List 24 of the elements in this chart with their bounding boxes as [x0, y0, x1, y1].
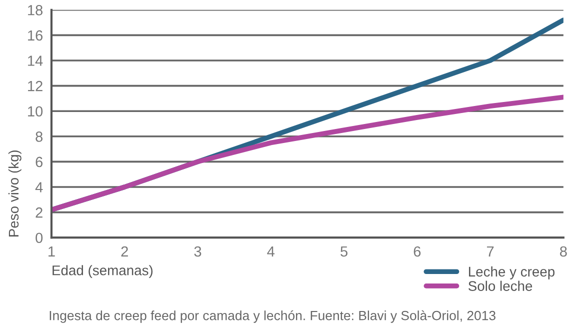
text: Ingesta de creep feed por camada y lechón. Fuente: Blavi y Solà-Oriol, 2013	[50, 310, 496, 323]
y-axis-title: Peso vivo (kg)	[8, 150, 22, 236]
line-series	[51, 94, 564, 212]
x-tick-label: 1	[48, 246, 55, 256]
y-tick-label: 18	[28, 5, 43, 16]
y-tick-label: 14	[28, 56, 43, 66]
y-tick-label: 12	[28, 80, 42, 92]
x-tick-label: 6	[414, 246, 421, 257]
x-tick-label: 8	[560, 246, 567, 257]
x-tick-label: 7	[486, 246, 494, 256]
x-tick-label: 4	[267, 246, 275, 256]
y-tick-label: 0	[36, 232, 43, 244]
legend-label: Leche y creep	[468, 266, 555, 280]
y-tick-label: 8	[36, 132, 43, 142]
legend-label: Solo leche	[468, 280, 532, 291]
y-tick-label: 16	[28, 30, 43, 41]
y-tick-label: 2	[36, 207, 42, 218]
y-tick-label: 4	[35, 182, 43, 192]
x-tick-label: 2	[121, 246, 128, 256]
y-tick-label: 10	[28, 106, 43, 117]
x-tick-label: 5	[340, 246, 348, 257]
y-tick-label: 6	[36, 156, 43, 168]
x-axis-title: Edad (semanas)	[52, 265, 153, 278]
x-tick-label: 3	[194, 246, 202, 257]
